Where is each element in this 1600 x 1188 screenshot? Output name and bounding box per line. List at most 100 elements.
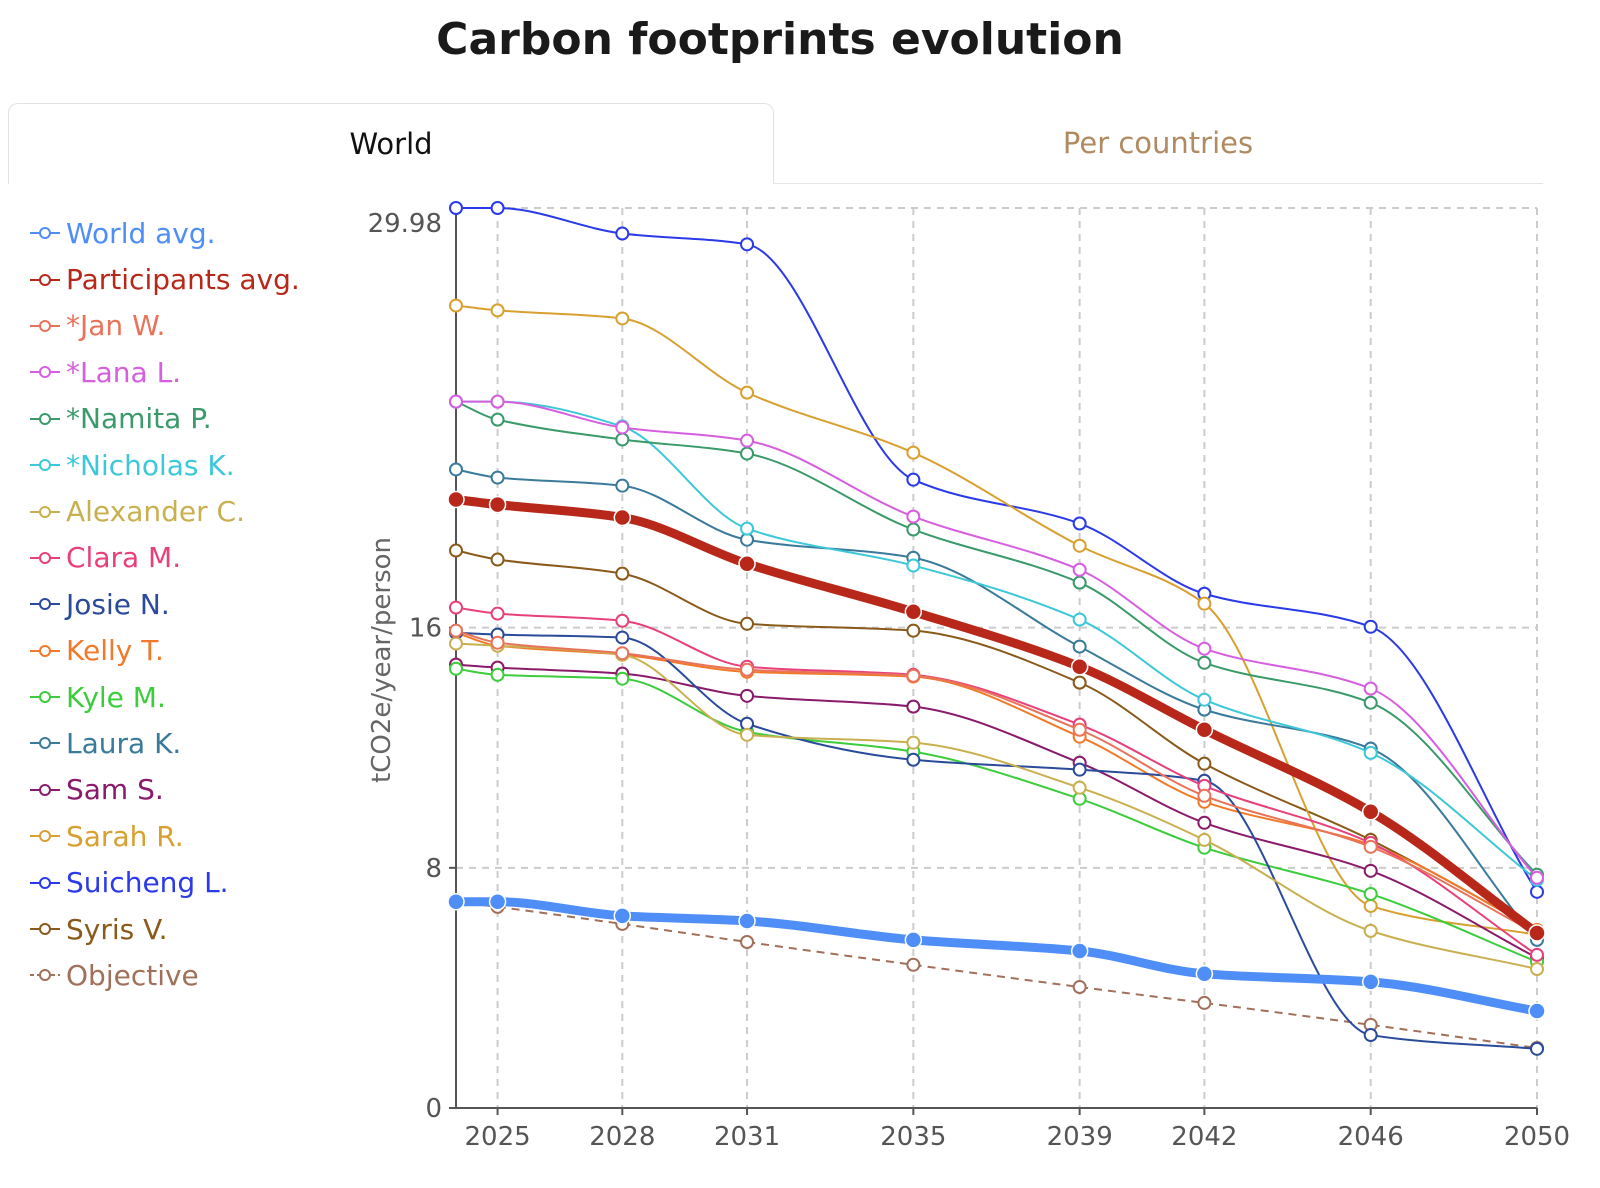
- legend-item[interactable]: Participants avg.: [30, 256, 300, 302]
- legend-item[interactable]: Objective: [30, 952, 300, 998]
- x-tick-label: 2039: [1047, 1122, 1113, 1152]
- legend-marker-icon: [30, 737, 60, 750]
- legend-item[interactable]: Suicheng L.: [30, 859, 300, 905]
- data-point: [615, 630, 630, 645]
- data-point: [613, 508, 632, 527]
- legend-item[interactable]: Laura K.: [30, 720, 300, 766]
- data-point: [615, 671, 630, 686]
- series-alexander-c: [449, 636, 1544, 977]
- x-tick-label: 2025: [464, 1122, 530, 1152]
- series-line: [455, 549, 1538, 931]
- data-point: [740, 727, 755, 742]
- data-point: [904, 603, 923, 621]
- data-point: [906, 445, 921, 460]
- data-point: [449, 394, 463, 409]
- data-point: [490, 470, 505, 485]
- legend-marker-icon: [30, 876, 60, 889]
- data-point: [1070, 942, 1089, 960]
- x-tick-label: 2046: [1338, 1122, 1404, 1152]
- data-point: [906, 735, 921, 750]
- data-point: [906, 623, 921, 638]
- legend-item[interactable]: Alexander C.: [30, 488, 300, 534]
- tab-world[interactable]: World: [8, 103, 774, 184]
- data-point: [449, 623, 463, 638]
- legend-item[interactable]: *Lana L.: [30, 349, 300, 395]
- series-line: [455, 495, 1540, 937]
- data-point: [1528, 924, 1546, 942]
- data-point: [490, 552, 505, 567]
- data-point: [613, 907, 632, 925]
- data-point: [740, 385, 755, 400]
- data-point: [1363, 681, 1378, 696]
- data-point: [1530, 884, 1544, 899]
- data-point: [1195, 965, 1214, 983]
- series-line: [455, 304, 1538, 936]
- data-point: [1530, 947, 1544, 962]
- legend-item[interactable]: Kelly T.: [30, 628, 300, 674]
- x-tick-label: 2042: [1171, 1122, 1237, 1152]
- legend-item[interactable]: Josie N.: [30, 581, 300, 627]
- data-point: [740, 688, 755, 703]
- data-point: [1363, 745, 1378, 760]
- data-point: [906, 558, 921, 573]
- legend-item[interactable]: Kyle M.: [30, 674, 300, 720]
- data-point: [615, 311, 630, 326]
- data-point: [449, 636, 463, 651]
- data-point: [740, 934, 755, 949]
- data-point: [490, 201, 505, 215]
- legend-item[interactable]: Sarah R.: [30, 813, 300, 859]
- legend-marker-icon: [30, 273, 60, 286]
- data-point: [1530, 870, 1544, 885]
- legend-item[interactable]: *Nicholas K.: [30, 442, 300, 488]
- data-point: [449, 462, 463, 477]
- legend-item[interactable]: Sam S.: [30, 767, 300, 813]
- legend-item[interactable]: *Jan W.: [30, 303, 300, 349]
- data-point: [906, 522, 921, 537]
- data-point: [740, 433, 755, 448]
- legend-label: Alexander C.: [66, 495, 246, 529]
- data-point: [1363, 619, 1378, 634]
- series-line: [455, 629, 1538, 935]
- legend-label: World avg.: [66, 216, 216, 250]
- data-point: [1197, 596, 1212, 611]
- data-point: [1197, 815, 1212, 830]
- legend-label: Participants avg.: [66, 263, 300, 297]
- series-line: [456, 897, 1538, 1016]
- y-axis-label: tCO2e/year/person: [367, 537, 397, 783]
- series-line: [455, 631, 1538, 931]
- chart-title: Carbon footprints evolution: [436, 14, 1124, 65]
- y-tick-label: 29.98: [368, 209, 442, 239]
- data-point: [615, 646, 630, 661]
- data-point: [1072, 612, 1087, 627]
- legend-label: Sarah R.: [66, 819, 184, 853]
- legend-marker-icon: [30, 319, 60, 332]
- data-point: [906, 957, 921, 972]
- series-line: [455, 663, 1538, 959]
- data-point: [1072, 575, 1087, 590]
- legend-label: *Jan W.: [66, 309, 166, 343]
- legend-item[interactable]: *Namita P.: [30, 396, 300, 442]
- data-point: [1528, 1002, 1546, 1020]
- legend-item[interactable]: Clara M.: [30, 535, 300, 581]
- data-point: [1530, 1041, 1544, 1056]
- data-point: [449, 543, 463, 558]
- tab-per-countries[interactable]: Per countries: [1062, 126, 1254, 160]
- series-line: [455, 900, 1538, 1049]
- data-point: [615, 478, 630, 493]
- legend-item[interactable]: World avg.: [30, 210, 300, 256]
- data-point: [615, 420, 630, 435]
- data-point: [740, 616, 755, 631]
- data-point: [1197, 655, 1212, 670]
- data-point: [1072, 980, 1087, 995]
- data-point: [447, 893, 465, 911]
- legend-item[interactable]: Syris V.: [30, 906, 300, 952]
- data-point: [490, 303, 505, 318]
- data-point: [1072, 780, 1087, 795]
- legend-marker-icon: [30, 551, 60, 564]
- data-point: [447, 490, 465, 509]
- legend-marker-icon: [30, 923, 60, 936]
- data-point: [449, 600, 463, 615]
- data-point: [1197, 788, 1212, 803]
- data-point: [1072, 538, 1087, 553]
